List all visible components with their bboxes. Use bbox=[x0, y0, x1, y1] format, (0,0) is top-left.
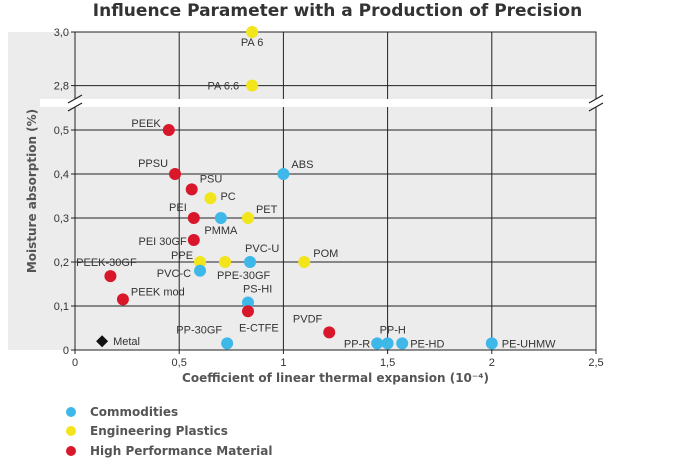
y-tick-label: 3,0 bbox=[54, 27, 69, 39]
legend: Commodities Engineering Plastics High Perf… bbox=[66, 402, 272, 461]
data-point bbox=[246, 79, 259, 92]
data-label: PC bbox=[220, 191, 235, 203]
data-label: PP-30GF bbox=[176, 324, 222, 336]
axis-break-mark bbox=[67, 94, 83, 104]
chart-title: Influence Parameter with a Production of… bbox=[92, 1, 583, 21]
axis-break-band bbox=[40, 99, 606, 107]
legend-item: Commodities bbox=[66, 402, 272, 422]
data-label: PEEK mod bbox=[131, 286, 185, 298]
data-label: PPSU bbox=[138, 158, 168, 170]
legend-marker bbox=[66, 406, 76, 417]
data-label: PEEK bbox=[131, 118, 161, 130]
x-tick-label: 1 bbox=[280, 357, 286, 369]
x-tick-label: 2 bbox=[489, 357, 495, 369]
data-label: ABS bbox=[291, 159, 313, 171]
x-tick-label: 0 bbox=[72, 357, 78, 369]
data-label: PPE bbox=[171, 250, 193, 262]
data-label: PA 6 bbox=[241, 37, 263, 49]
data-point bbox=[371, 337, 384, 350]
data-point bbox=[381, 337, 394, 350]
data-point bbox=[194, 264, 207, 277]
data-label: POM bbox=[313, 248, 338, 260]
data-point bbox=[185, 183, 198, 196]
data-point bbox=[116, 293, 129, 306]
axis-break-mark bbox=[588, 102, 604, 112]
data-label: PS-HI bbox=[243, 283, 272, 295]
y-tick-label: 0,4 bbox=[54, 169, 69, 181]
data-label: PP-H bbox=[380, 324, 406, 336]
x-tick-label: 0,5 bbox=[172, 357, 187, 369]
data-point bbox=[485, 337, 498, 350]
legend-label: Engineering Plastics bbox=[90, 424, 228, 439]
legend-label: High Performance Material bbox=[90, 443, 273, 458]
data-point bbox=[194, 256, 207, 268]
data-label: PA 6.6 bbox=[208, 81, 240, 93]
data-point bbox=[187, 212, 200, 224]
axis-break-mark bbox=[588, 94, 604, 104]
x-axis-label: Coefficient of linear thermal expansion … bbox=[182, 371, 489, 385]
legend-item: Engineering Plastics bbox=[66, 422, 272, 442]
axis-break-mark bbox=[67, 102, 83, 112]
y-tick-label: 0,5 bbox=[54, 125, 69, 137]
data-point bbox=[277, 168, 290, 180]
data-point-metal bbox=[96, 335, 109, 348]
y-axis-label: Moisture absorption (%) bbox=[25, 109, 39, 273]
data-point bbox=[396, 337, 409, 350]
data-label: PPE-30GF bbox=[217, 270, 270, 282]
data-point bbox=[298, 256, 311, 268]
legend-marker bbox=[66, 426, 76, 437]
data-label: PE-HD bbox=[410, 338, 444, 350]
data-label: Metal bbox=[113, 336, 140, 348]
data-label: PVDF bbox=[293, 313, 323, 325]
legend-label: Commodities bbox=[90, 404, 179, 419]
data-label: PET bbox=[256, 204, 278, 216]
data-point bbox=[104, 270, 117, 283]
y-tick-label: 0,2 bbox=[54, 257, 69, 269]
data-point bbox=[323, 326, 336, 339]
data-point bbox=[169, 168, 182, 180]
y-tick-label: 0,3 bbox=[54, 213, 69, 225]
y-tick-label: 2,8 bbox=[54, 81, 69, 93]
data-label: PP-R bbox=[344, 338, 370, 350]
data-label: PE-UHMW bbox=[502, 338, 556, 350]
data-label: PEEK-30GF bbox=[76, 257, 137, 269]
data-label: PVC-U bbox=[245, 243, 279, 255]
data-label: E-CTFE bbox=[239, 322, 279, 334]
data-label: PEI bbox=[169, 202, 187, 214]
scatter-plot: 0 0,5 1 1,5 2 2,5 0 0,1 0,2 0,3 0,4 0,5 2,8 3,0 Moistu… bbox=[8, 26, 606, 385]
plot-background bbox=[8, 32, 596, 350]
data-label: PSU bbox=[200, 173, 223, 185]
data-point bbox=[219, 256, 232, 268]
data-point bbox=[204, 192, 217, 205]
data-point bbox=[246, 26, 259, 38]
data-label: PEI 30GF bbox=[138, 236, 187, 248]
data-point bbox=[241, 305, 254, 318]
data-point bbox=[214, 212, 227, 224]
x-tick-label: 1,5 bbox=[380, 357, 395, 369]
legend-item: High Performance Material bbox=[66, 441, 272, 461]
x-tick-label: 2,5 bbox=[588, 357, 603, 369]
data-label: PVC-C bbox=[157, 268, 191, 280]
data-point bbox=[162, 124, 175, 136]
data-point bbox=[187, 234, 200, 246]
legend-marker bbox=[66, 445, 76, 456]
y-tick-label: 0 bbox=[63, 345, 69, 357]
data-point bbox=[241, 212, 254, 224]
data-point bbox=[221, 337, 234, 350]
y-tick-label: 0,1 bbox=[54, 301, 69, 313]
data-point bbox=[241, 296, 254, 309]
data-point bbox=[244, 256, 257, 268]
data-label: PMMA bbox=[204, 225, 238, 237]
